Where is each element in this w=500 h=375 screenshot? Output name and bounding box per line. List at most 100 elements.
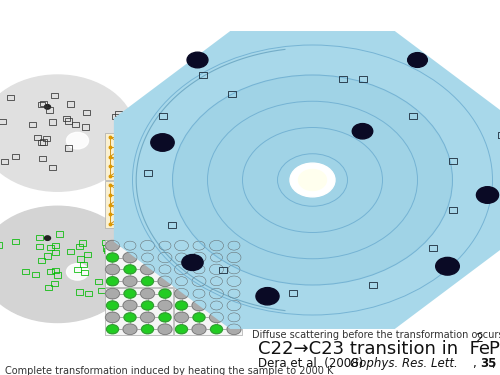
- Bar: [113, 148, 120, 153]
- Circle shape: [159, 241, 171, 250]
- Text: ,: ,: [472, 357, 480, 370]
- Bar: [105, 181, 172, 228]
- Bar: [40, 101, 47, 106]
- Bar: [112, 114, 119, 119]
- Circle shape: [124, 265, 136, 274]
- Bar: [76, 290, 84, 295]
- Circle shape: [158, 252, 172, 263]
- Bar: [288, 290, 296, 296]
- Circle shape: [174, 240, 188, 251]
- Circle shape: [142, 301, 154, 310]
- Circle shape: [228, 313, 240, 322]
- Circle shape: [158, 276, 172, 286]
- Bar: [40, 140, 47, 145]
- Circle shape: [478, 188, 497, 202]
- Circle shape: [228, 241, 240, 250]
- Circle shape: [227, 276, 241, 286]
- Bar: [0, 119, 6, 124]
- Bar: [36, 235, 43, 240]
- Circle shape: [210, 301, 222, 310]
- Bar: [174, 240, 242, 287]
- Circle shape: [106, 253, 118, 262]
- Bar: [105, 240, 172, 287]
- Circle shape: [193, 265, 205, 274]
- Circle shape: [140, 312, 154, 322]
- Circle shape: [173, 75, 452, 285]
- Circle shape: [227, 300, 241, 311]
- Circle shape: [176, 277, 188, 286]
- Bar: [38, 102, 46, 107]
- Circle shape: [210, 277, 222, 286]
- Bar: [498, 132, 500, 138]
- Circle shape: [186, 52, 208, 68]
- Circle shape: [210, 264, 224, 274]
- Circle shape: [193, 241, 205, 250]
- Bar: [105, 288, 172, 335]
- Text: Gophys. Res. Lett.: Gophys. Res. Lett.: [350, 357, 458, 370]
- Bar: [46, 107, 52, 112]
- Bar: [76, 244, 84, 249]
- Bar: [0, 243, 2, 248]
- Text: , L10301: , L10301: [492, 357, 500, 370]
- Circle shape: [184, 256, 202, 269]
- Bar: [168, 222, 176, 228]
- Circle shape: [123, 252, 137, 263]
- Bar: [34, 135, 41, 140]
- Circle shape: [192, 324, 206, 334]
- Circle shape: [140, 240, 154, 251]
- Bar: [448, 158, 456, 164]
- Bar: [36, 244, 43, 249]
- Bar: [52, 93, 59, 99]
- Circle shape: [142, 253, 154, 262]
- Bar: [105, 133, 172, 180]
- Bar: [44, 254, 51, 259]
- Circle shape: [123, 300, 137, 311]
- Circle shape: [227, 324, 241, 334]
- Text: Complete transformation induced by heating the sample to 2000 K: Complete transformation induced by heati…: [5, 366, 334, 375]
- Circle shape: [176, 325, 188, 334]
- Bar: [82, 110, 89, 115]
- Circle shape: [158, 300, 172, 311]
- Circle shape: [210, 240, 224, 251]
- Circle shape: [106, 312, 120, 322]
- Bar: [103, 245, 110, 250]
- Bar: [52, 250, 59, 255]
- Circle shape: [140, 264, 154, 274]
- Circle shape: [210, 253, 222, 262]
- Bar: [218, 267, 226, 273]
- Circle shape: [228, 265, 240, 274]
- Circle shape: [227, 252, 241, 263]
- Circle shape: [174, 288, 188, 299]
- Bar: [85, 291, 92, 296]
- Circle shape: [193, 289, 205, 298]
- Circle shape: [159, 313, 171, 322]
- Bar: [66, 146, 72, 151]
- Bar: [12, 239, 19, 244]
- Bar: [110, 138, 116, 144]
- Circle shape: [106, 240, 120, 251]
- Bar: [80, 262, 87, 267]
- Bar: [338, 76, 346, 82]
- Bar: [84, 252, 91, 257]
- Bar: [174, 181, 242, 228]
- Circle shape: [256, 287, 280, 305]
- Circle shape: [210, 288, 224, 299]
- Bar: [68, 249, 74, 254]
- Bar: [0, 159, 7, 164]
- Circle shape: [66, 264, 88, 280]
- Circle shape: [408, 53, 427, 67]
- Circle shape: [106, 325, 118, 334]
- Bar: [158, 113, 166, 119]
- Circle shape: [290, 163, 335, 197]
- Bar: [6, 95, 14, 100]
- Bar: [428, 244, 436, 250]
- Circle shape: [44, 105, 51, 109]
- Circle shape: [152, 135, 172, 150]
- Circle shape: [298, 170, 326, 190]
- Circle shape: [176, 253, 188, 262]
- Circle shape: [0, 206, 135, 322]
- Bar: [174, 133, 242, 180]
- Circle shape: [140, 288, 154, 299]
- Bar: [79, 240, 86, 246]
- Bar: [198, 72, 206, 78]
